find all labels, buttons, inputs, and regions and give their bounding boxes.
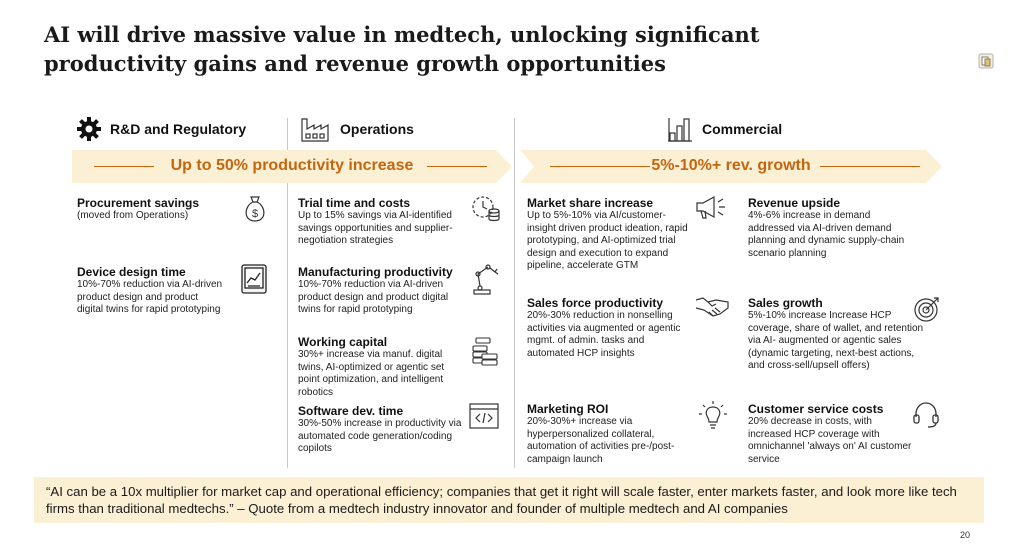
item-market-share-title: Market share increase xyxy=(527,196,654,210)
item-device-design-desc: 10%-70% reduction via AI-driven product … xyxy=(77,279,223,315)
item-software: Software dev. time 30%-50% increase in p… xyxy=(298,404,462,456)
item-working-capital-title: Working capital xyxy=(298,335,388,349)
item-procurement-desc: (moved from Operations) xyxy=(77,210,189,221)
clock-coins-icon xyxy=(472,196,500,222)
item-market-share: Market share increase Up to 5%-10% via A… xyxy=(527,196,692,273)
target-icon xyxy=(914,297,939,322)
productivity-banner: Up to 50% productivity increase xyxy=(72,150,512,183)
section-commercial: Commercial xyxy=(666,114,782,144)
growth-banner-text: 5%-10%+ rev. growth xyxy=(651,157,811,174)
clipboard-icon[interactable] xyxy=(978,53,994,69)
section-operations: Operations xyxy=(300,114,414,144)
growth-banner: 5%-10%+ rev. growth xyxy=(520,150,942,183)
coin-stack-icon xyxy=(472,337,498,366)
item-working-capital-desc: 30%+ increase via manuf. digital twins, … xyxy=(298,349,445,398)
column-divider-1 xyxy=(287,118,288,468)
megaphone-icon xyxy=(696,195,725,219)
bar-chart-icon xyxy=(668,118,692,142)
section-commercial-label: Commercial xyxy=(702,121,783,137)
productivity-banner-text: Up to 50% productivity increase xyxy=(170,157,414,174)
headset-icon xyxy=(913,402,939,428)
item-customer-service-desc: 20% decrease in costs, with increased HC… xyxy=(748,416,912,465)
tablet-chart-icon xyxy=(241,264,267,294)
banner-chevron-shape xyxy=(520,150,942,183)
item-customer-service-title: Customer service costs xyxy=(748,402,884,416)
banner-rule-left xyxy=(94,166,154,167)
item-revenue-upside-title: Revenue upside xyxy=(748,196,841,210)
robot-arm-icon xyxy=(473,264,499,295)
item-trial-time-title: Trial time and costs xyxy=(298,196,411,210)
item-manufacturing-title: Manufacturing productivity xyxy=(298,265,453,279)
code-window-icon xyxy=(469,403,499,429)
item-sales-force-desc: 20%-30% reduction in nonselling activiti… xyxy=(527,310,681,359)
item-software-title: Software dev. time xyxy=(298,404,404,418)
page-number: 20 xyxy=(960,530,971,540)
banner-rule-right xyxy=(820,166,920,167)
item-revenue-upside: Revenue upside 4%-6% increase in demand … xyxy=(748,196,918,260)
item-procurement: Procurement savings (moved from Operatio… xyxy=(77,196,227,223)
factory-icon xyxy=(301,118,329,142)
item-sales-growth-desc: 5%-10% increase Increase HCP coverage, s… xyxy=(748,310,924,371)
item-sales-growth: Sales growth 5%-10% increase Increase HC… xyxy=(748,296,926,373)
item-trial-time-desc: Up to 15% savings via AI-identified savi… xyxy=(298,210,453,246)
item-marketing-roi-desc: 20%-30%+ increase via hyperpersonalized … xyxy=(527,416,675,465)
gear-icon xyxy=(77,117,101,141)
section-rnd-label: R&D and Regulatory xyxy=(110,121,247,137)
lightbulb-icon xyxy=(699,401,727,429)
section-rnd: R&D and Regulatory xyxy=(76,114,246,144)
item-revenue-upside-desc: 4%-6% increase in demand addressed via A… xyxy=(748,210,905,259)
banner-rule-right xyxy=(427,166,487,167)
item-working-capital: Working capital 30%+ increase via manuf.… xyxy=(298,335,462,399)
item-sales-force: Sales force productivity 20%-30% reducti… xyxy=(527,296,692,360)
item-device-design: Device design time 10%-70% reduction via… xyxy=(77,265,227,317)
title-line-1: AI will drive massive value in medtech, … xyxy=(44,22,760,47)
item-sales-growth-title: Sales growth xyxy=(748,296,823,310)
item-sales-force-title: Sales force productivity xyxy=(527,296,664,310)
section-operations-label: Operations xyxy=(340,121,414,137)
banner-arrow-shape xyxy=(72,150,512,183)
quote-box: “AI can be a 10x multiplier for market c… xyxy=(34,477,984,523)
money-bag-icon: $ xyxy=(245,196,265,222)
handshake-icon xyxy=(695,297,729,317)
item-software-desc: 30%-50% increase in productivity via aut… xyxy=(298,418,462,454)
svg-text:$: $ xyxy=(252,208,258,220)
banner-rule-left xyxy=(550,166,650,167)
item-device-design-title: Device design time xyxy=(77,265,186,279)
item-market-share-desc: Up to 5%-10% via AI/customer-insight dri… xyxy=(527,210,688,271)
item-manufacturing: Manufacturing productivity 10%-70% reduc… xyxy=(298,265,470,317)
item-trial-time: Trial time and costs Up to 15% savings v… xyxy=(298,196,470,248)
item-marketing-roi-title: Marketing ROI xyxy=(527,402,609,416)
page-title: AI will drive massive value in medtech, … xyxy=(44,20,944,78)
item-marketing-roi: Marketing ROI 20%-30%+ increase via hype… xyxy=(527,402,692,466)
item-customer-service: Customer service costs 20% decrease in c… xyxy=(748,402,918,466)
column-divider-2 xyxy=(514,118,515,468)
title-line-2: productivity gains and revenue growth op… xyxy=(44,51,666,76)
item-procurement-title: Procurement savings xyxy=(77,196,200,210)
item-manufacturing-desc: 10%-70% reduction via AI-driven product … xyxy=(298,279,449,315)
